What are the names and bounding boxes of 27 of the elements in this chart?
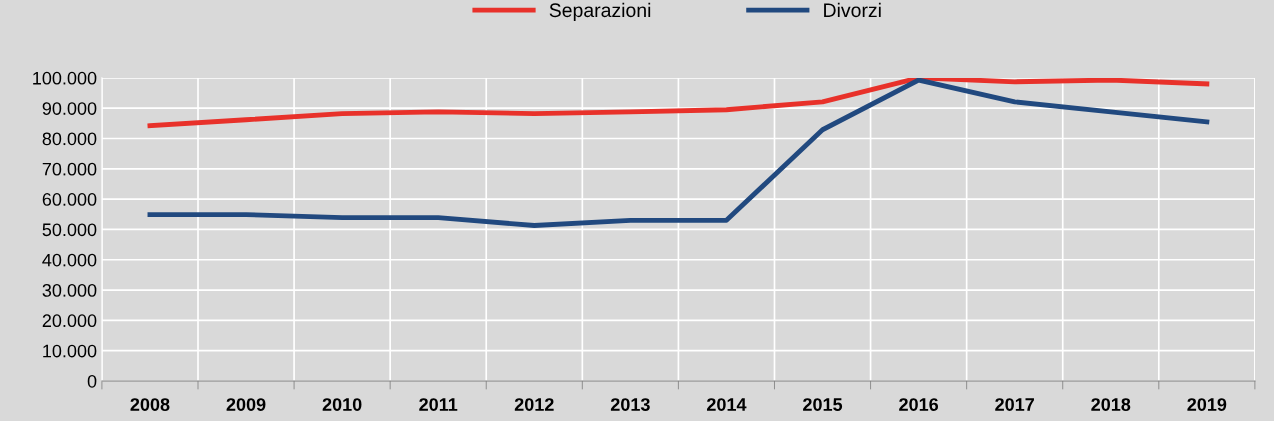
y-tick-label: 80.000 bbox=[42, 132, 97, 146]
legend-label: Separazioni bbox=[549, 2, 651, 21]
x-tick-label: 2014 bbox=[706, 398, 747, 411]
x-tick-label: 2019 bbox=[1187, 398, 1227, 411]
x-tick-label: 2010 bbox=[322, 398, 362, 411]
x-tick-label: 2013 bbox=[610, 398, 650, 411]
line-series bbox=[147, 77, 1210, 228]
y-tick-label: 40.000 bbox=[42, 253, 97, 267]
x-tick-label: 2018 bbox=[1091, 398, 1131, 411]
x-tick-label: 2015 bbox=[803, 398, 843, 411]
y-tick-label: 0 bbox=[87, 374, 97, 388]
x-tick-label: 2008 bbox=[130, 398, 170, 411]
y-tick-label: 50.000 bbox=[42, 223, 97, 237]
y-tick-label: 10.000 bbox=[43, 344, 97, 358]
x-tick-label: 2009 bbox=[226, 398, 266, 411]
x-tick-label: 2012 bbox=[514, 398, 554, 411]
line-series bbox=[147, 77, 1210, 129]
y-tick-label: 20.000 bbox=[42, 314, 97, 328]
y-tick-label: 90.000 bbox=[42, 102, 97, 115]
x-tick-label: 2011 bbox=[419, 398, 458, 411]
y-tick-label: 60.000 bbox=[42, 193, 97, 206]
y-tick-label: 100.000 bbox=[33, 71, 97, 85]
y-tick-label: 70.000 bbox=[42, 162, 97, 176]
y-tick-label: 30.000 bbox=[42, 284, 97, 297]
x-tick-label: 2017 bbox=[995, 398, 1034, 411]
legend-label: Divorzi bbox=[824, 2, 881, 18]
x-tick-label: 2016 bbox=[899, 398, 939, 411]
